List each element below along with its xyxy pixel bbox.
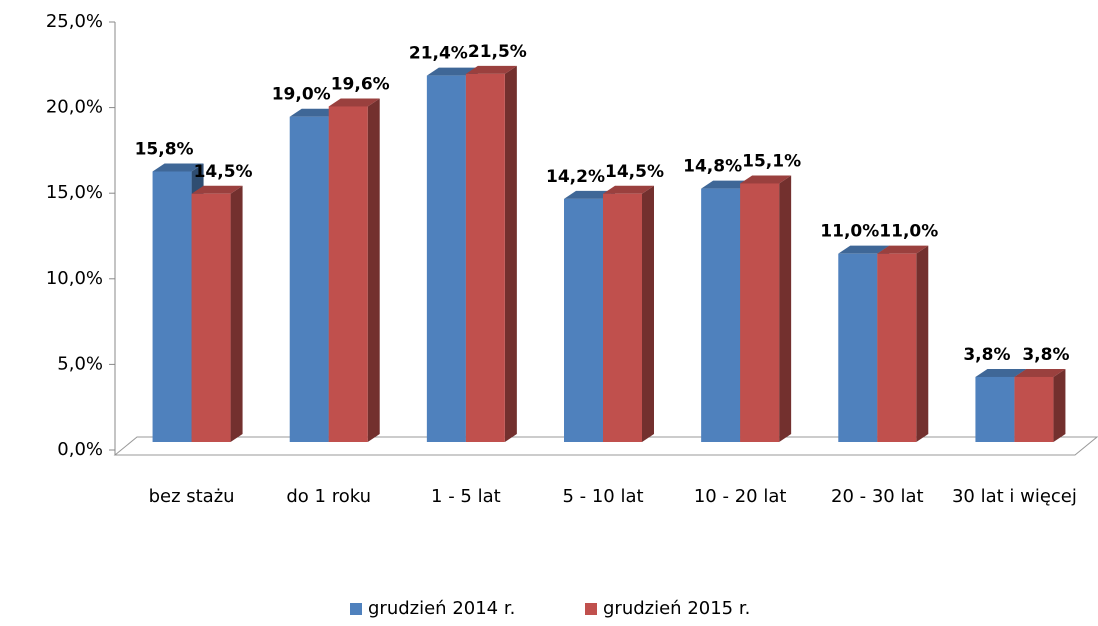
bar-top: [289, 108, 341, 117]
bar: [289, 116, 329, 442]
y-tick-label: 15,0%: [46, 182, 103, 203]
value-label: 3,8%: [1022, 345, 1069, 365]
x-tick-label: 5 - 10 lat: [562, 486, 644, 507]
y-tick-label: 25,0%: [46, 11, 103, 32]
bar: [465, 73, 505, 443]
bar-side: [779, 175, 792, 442]
value-label: 14,5%: [605, 162, 664, 182]
legend-label: grudzień 2015 r.: [603, 598, 751, 619]
bar-top: [426, 67, 478, 76]
bar: [1014, 376, 1054, 442]
bar-top: [1014, 368, 1066, 377]
x-tick-label: bez stażu: [148, 486, 235, 507]
bar-top: [603, 185, 654, 194]
legend-swatch: [585, 602, 597, 615]
bar: [152, 171, 192, 442]
y-tick-label: 20,0%: [46, 97, 103, 118]
bar-top: [465, 65, 517, 74]
x-tick-label: 20 - 30 lat: [831, 486, 924, 507]
bar: [701, 188, 741, 442]
bar: [191, 193, 231, 442]
bar-top: [838, 245, 890, 254]
legend-item: grudzień 2015 r.: [585, 598, 750, 619]
bar-side: [642, 185, 654, 442]
y-tick-label: 10,0%: [46, 268, 103, 289]
legend-swatch: [350, 602, 362, 615]
value-label: 15,1%: [742, 151, 801, 171]
bar-top: [740, 175, 792, 184]
bar: [328, 106, 368, 442]
legend-label: grudzień 2014 r.: [368, 598, 516, 619]
bar-top: [975, 368, 1027, 377]
bar: [877, 253, 917, 442]
bar: [426, 75, 466, 442]
value-label: 21,5%: [468, 42, 527, 62]
value-label: 21,4%: [409, 44, 468, 64]
bar-side: [230, 185, 243, 442]
bar-side: [504, 65, 517, 443]
bar-top: [564, 190, 615, 199]
bar-top: [191, 185, 243, 194]
bar-top: [701, 180, 753, 189]
bar-side: [367, 98, 380, 442]
bar: [975, 376, 1015, 442]
value-label: 3,8%: [963, 345, 1010, 365]
bar: [564, 198, 603, 442]
bar-top: [877, 245, 929, 254]
y-tick-label: 0,0%: [57, 439, 103, 460]
bar-top: [328, 98, 380, 107]
bar-side: [916, 245, 929, 442]
bar-side: [1053, 368, 1066, 442]
value-label: 14,5%: [194, 162, 253, 182]
bar: [838, 253, 878, 442]
value-label: 14,2%: [546, 167, 605, 187]
floor: [113, 436, 1098, 456]
value-label: 11,0%: [879, 222, 938, 242]
bar: [740, 183, 780, 442]
value-label: 14,8%: [683, 157, 742, 177]
value-label: 11,0%: [820, 222, 879, 242]
bar: [603, 193, 642, 442]
legend-item: grudzień 2014 r.: [350, 598, 515, 619]
x-tick-label: 1 - 5 lat: [431, 486, 501, 507]
bar-top: [152, 163, 204, 172]
x-tick-label: 10 - 20 lat: [693, 486, 787, 507]
x-tick-label: do 1 roku: [286, 486, 372, 507]
x-tick-label: 30 lat i więcej: [951, 486, 1077, 507]
value-label: 15,8%: [135, 140, 194, 160]
y-tick-label: 5,0%: [57, 353, 103, 374]
value-label: 19,6%: [331, 74, 390, 94]
value-label: 19,0%: [272, 85, 331, 105]
